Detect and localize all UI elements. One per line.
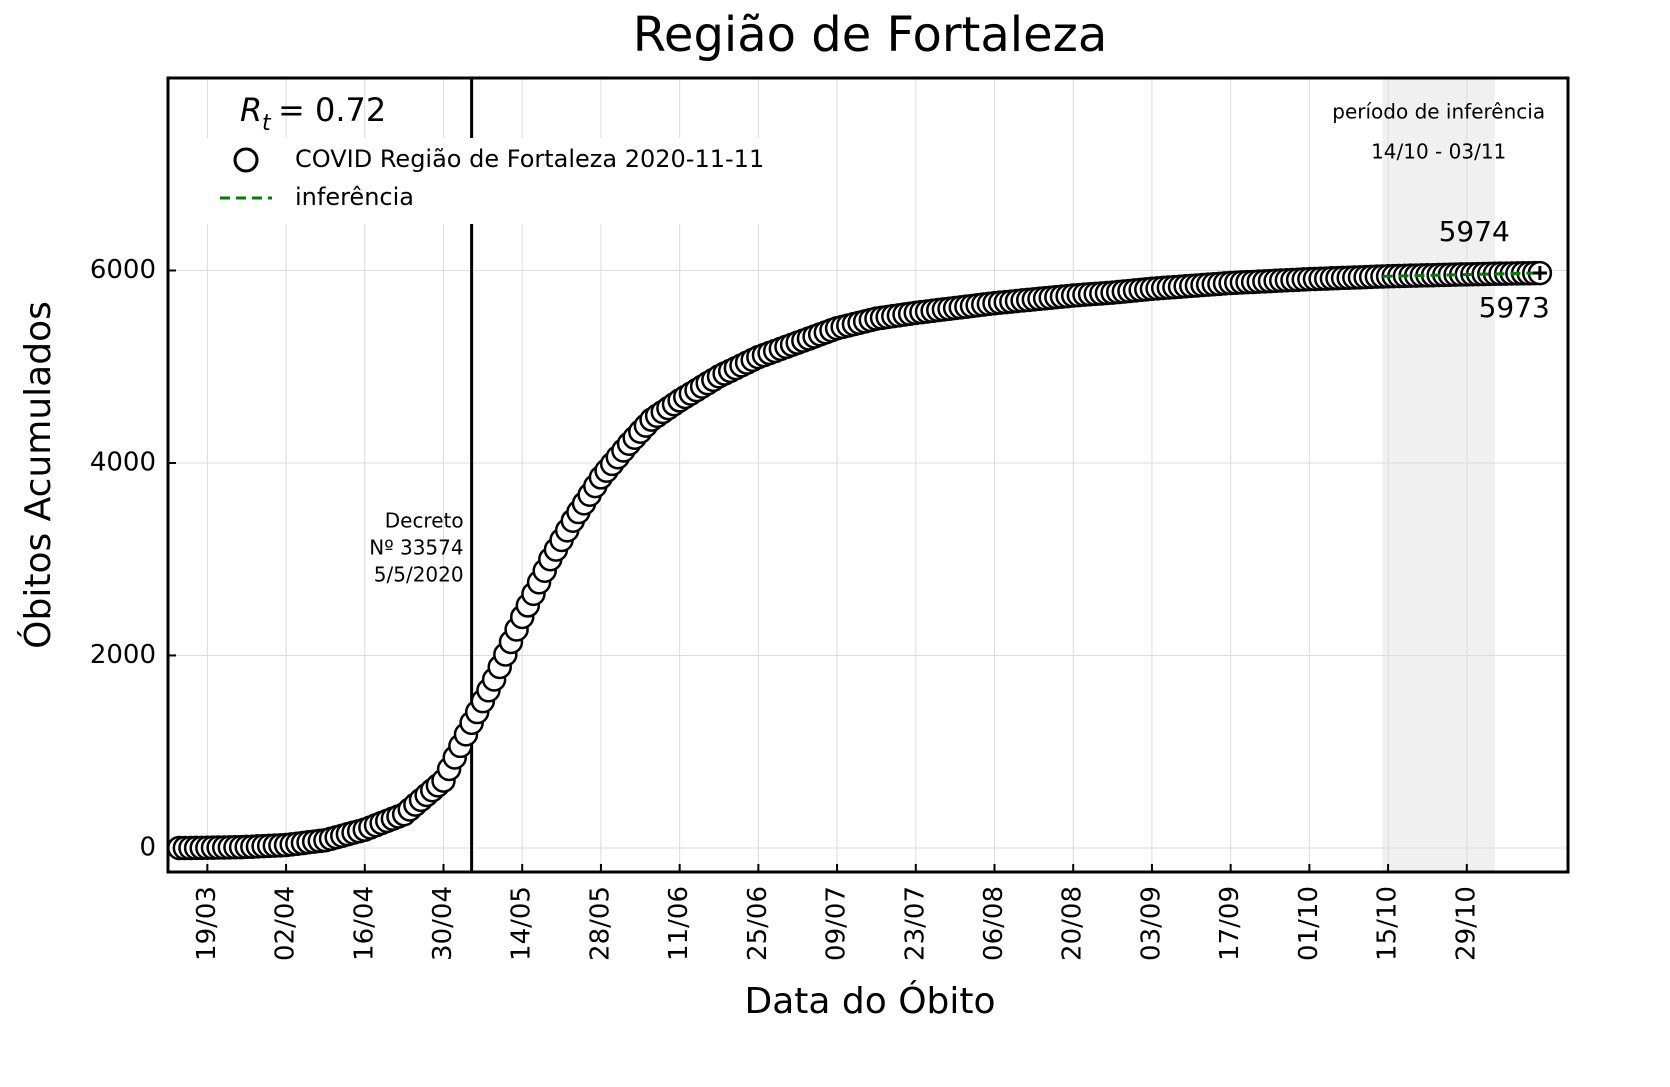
y-tick-label: 6000 <box>90 255 156 285</box>
last-value-label: 5973 <box>1479 291 1550 324</box>
plot-frame <box>166 76 1570 874</box>
x-tick-label: 28/05 <box>585 886 615 961</box>
x-tick-label: 20/08 <box>1058 886 1088 961</box>
y-tick-label: 4000 <box>90 447 156 477</box>
legend-label: inferência <box>295 183 414 211</box>
x-tick-label: 30/04 <box>428 886 458 961</box>
legend-box <box>205 138 830 224</box>
x-tick-label: 06/08 <box>979 886 1009 961</box>
decree-label: 5/5/2020 <box>374 563 464 587</box>
end-marker <box>1532 265 1547 280</box>
x-tick-label: 14/05 <box>507 886 537 961</box>
x-tick-label: 03/09 <box>1136 886 1166 961</box>
legend-label: COVID Região de Fortaleza 2020-11-11 <box>295 145 764 173</box>
x-axis-label: Data do Óbito <box>744 980 995 1022</box>
x-tick-label: 19/03 <box>192 886 222 961</box>
y-axis-label: Óbitos Acumulados <box>17 301 59 649</box>
x-tick-label: 01/10 <box>1294 886 1324 961</box>
chart-title: Região de Fortaleza <box>633 7 1108 63</box>
x-tick-label: 09/07 <box>822 886 852 961</box>
y-tick-label: 2000 <box>90 640 156 670</box>
x-tick-label: 23/07 <box>900 886 930 961</box>
x-tick-label: 17/09 <box>1215 886 1245 961</box>
x-tick-label: 16/04 <box>349 886 379 961</box>
x-tick-label: 25/06 <box>743 886 773 961</box>
y-tick-label: 0 <box>139 832 156 862</box>
inference-value-label: 5974 <box>1439 215 1510 248</box>
decree-label: Decreto <box>385 509 464 533</box>
inference-line <box>1382 271 1540 278</box>
x-tick-label: 02/04 <box>271 886 301 961</box>
x-tick-label: 11/06 <box>664 886 694 961</box>
legend-swatch <box>233 147 259 173</box>
rt-subscript: t <box>262 111 272 136</box>
inference-span <box>1382 78 1495 872</box>
span-label: 14/10 - 03/11 <box>1371 140 1506 164</box>
span-label: período de inferência <box>1332 100 1545 124</box>
x-tick-label: 29/10 <box>1451 886 1481 961</box>
decree-label: Nº 33574 <box>369 536 463 560</box>
x-tick-label: 15/10 <box>1373 886 1403 961</box>
rt-value: = 0.72 <box>278 91 386 129</box>
rt-label: R <box>240 91 262 129</box>
